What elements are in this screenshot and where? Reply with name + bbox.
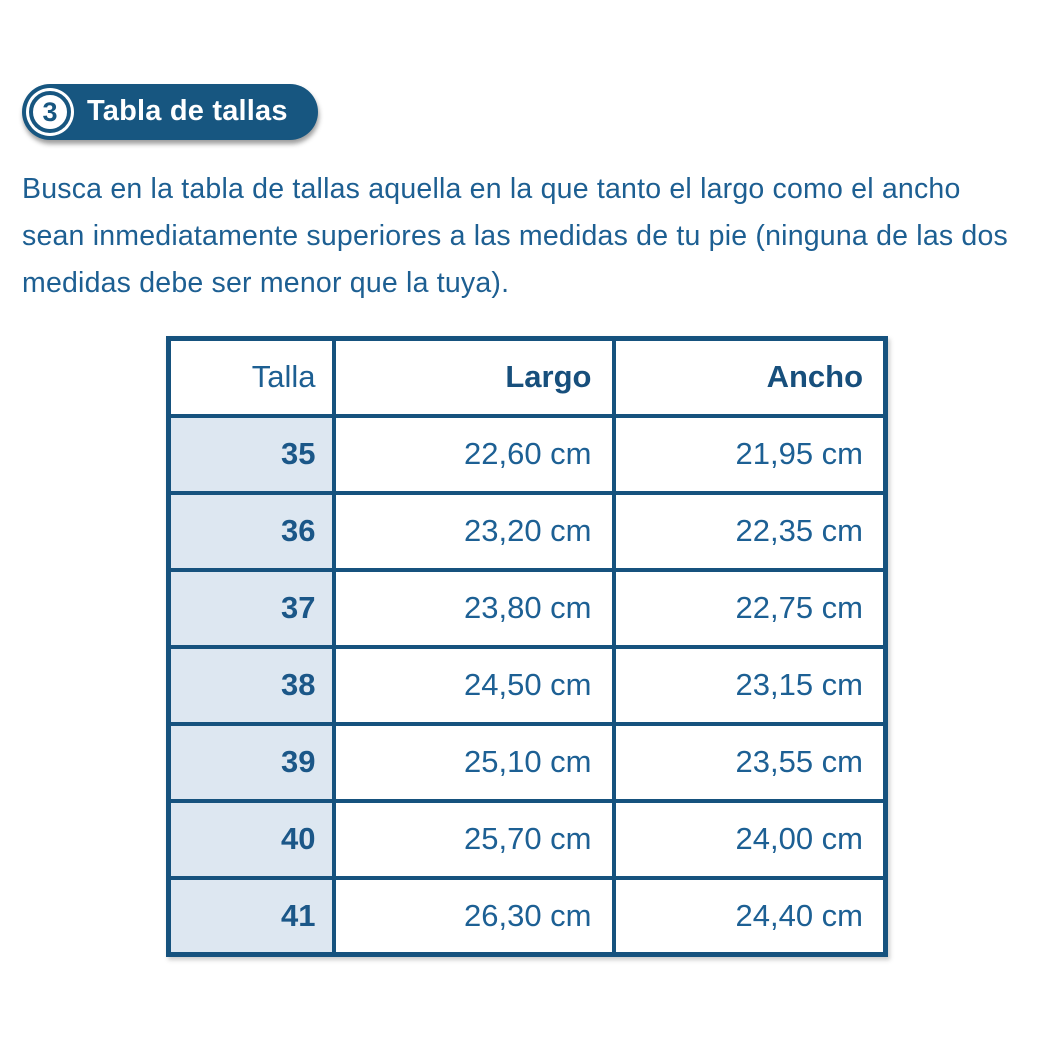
table-row: 38 24,50 cm 23,15 cm (166, 644, 888, 726)
table-row: 36 23,20 cm 22,35 cm (166, 490, 888, 572)
column-header-talla: Talla (166, 336, 336, 418)
size-cell: 39 (166, 721, 336, 803)
length-cell: 26,30 cm (331, 875, 616, 957)
width-cell: 21,95 cm (611, 413, 888, 495)
length-cell: 23,20 cm (331, 490, 616, 572)
table-row: 39 25,10 cm 23,55 cm (166, 721, 888, 803)
size-cell: 37 (166, 567, 336, 649)
section-badge: 3 Tabla de tallas (22, 84, 318, 140)
width-cell: 22,75 cm (611, 567, 888, 649)
size-cell: 40 (166, 798, 336, 880)
table-header: Talla Largo Ancho (166, 336, 888, 418)
width-cell: 24,00 cm (611, 798, 888, 880)
intro-text: Busca en la tabla de tallas aquella en l… (22, 173, 1008, 299)
step-number: 3 (42, 96, 58, 127)
table-row: 37 23,80 cm 22,75 cm (166, 567, 888, 649)
length-cell: 23,80 cm (331, 567, 616, 649)
width-cell: 24,40 cm (611, 875, 888, 957)
column-header-ancho: Ancho (611, 336, 888, 418)
size-cell: 36 (166, 490, 336, 572)
length-cell: 25,70 cm (331, 798, 616, 880)
size-cell: 38 (166, 644, 336, 726)
table-row: 40 25,70 cm 24,00 cm (166, 798, 888, 880)
length-cell: 22,60 cm (331, 413, 616, 495)
width-cell: 22,35 cm (611, 490, 888, 572)
size-cell: 35 (166, 413, 336, 495)
table-row: 41 26,30 cm 24,40 cm (166, 875, 888, 957)
width-cell: 23,15 cm (611, 644, 888, 726)
section-title: Tabla de tallas (87, 94, 288, 127)
length-cell: 24,50 cm (331, 644, 616, 726)
size-chart-table: Talla Largo Ancho 35 22,60 cm 21,95 cm 3… (166, 336, 888, 957)
step-number-circle: 3 (29, 91, 71, 133)
table-row: 35 22,60 cm 21,95 cm (166, 413, 888, 495)
length-cell: 25,10 cm (331, 721, 616, 803)
table-header-row: Talla Largo Ancho (166, 336, 888, 418)
width-cell: 23,55 cm (611, 721, 888, 803)
column-header-largo: Largo (331, 336, 616, 418)
table-body: 35 22,60 cm 21,95 cm 36 23,20 cm 22,35 c… (166, 413, 888, 957)
size-cell: 41 (166, 875, 336, 957)
